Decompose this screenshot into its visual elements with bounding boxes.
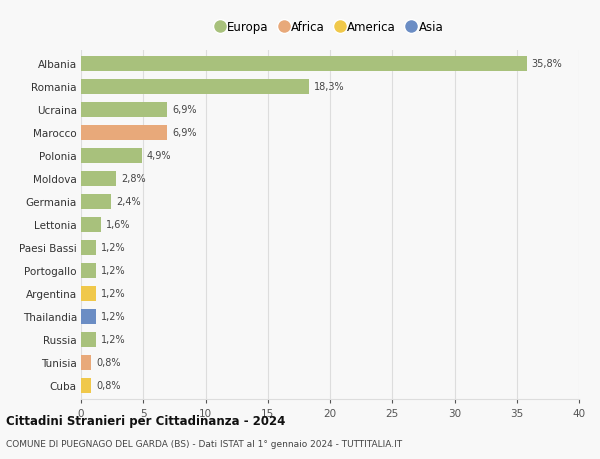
Bar (81, 172, 116, 186)
Bar (81, 263, 96, 278)
Text: 0,8%: 0,8% (96, 358, 121, 368)
Text: 0,8%: 0,8% (96, 381, 121, 391)
Legend: Europa, Africa, America, Asia: Europa, Africa, America, Asia (212, 16, 448, 39)
Text: 6,9%: 6,9% (172, 105, 196, 115)
Text: COMUNE DI PUEGNAGO DEL GARDA (BS) - Dati ISTAT al 1° gennaio 2024 - TUTTITALIA.I: COMUNE DI PUEGNAGO DEL GARDA (BS) - Dati… (6, 439, 402, 448)
Text: 1,2%: 1,2% (101, 289, 125, 299)
Bar (81, 332, 96, 347)
Bar (81, 126, 167, 140)
Bar (81, 103, 167, 118)
Text: 1,2%: 1,2% (101, 335, 125, 345)
Text: 1,6%: 1,6% (106, 220, 130, 230)
Text: 4,9%: 4,9% (147, 151, 172, 161)
Text: 2,4%: 2,4% (116, 197, 140, 207)
Bar (81, 80, 309, 95)
Bar (81, 309, 96, 324)
Text: 1,2%: 1,2% (101, 243, 125, 253)
Bar (81, 286, 96, 301)
Text: 35,8%: 35,8% (532, 59, 562, 69)
Text: 6,9%: 6,9% (172, 128, 196, 138)
Bar (81, 378, 91, 393)
Bar (81, 57, 527, 72)
Text: 18,3%: 18,3% (314, 82, 344, 92)
Bar (81, 241, 96, 255)
Bar (81, 218, 101, 232)
Text: 1,2%: 1,2% (101, 266, 125, 276)
Bar (81, 149, 142, 163)
Text: 2,8%: 2,8% (121, 174, 145, 184)
Text: Cittadini Stranieri per Cittadinanza - 2024: Cittadini Stranieri per Cittadinanza - 2… (6, 414, 286, 428)
Bar (81, 355, 91, 370)
Bar (81, 195, 111, 209)
Text: 1,2%: 1,2% (101, 312, 125, 322)
